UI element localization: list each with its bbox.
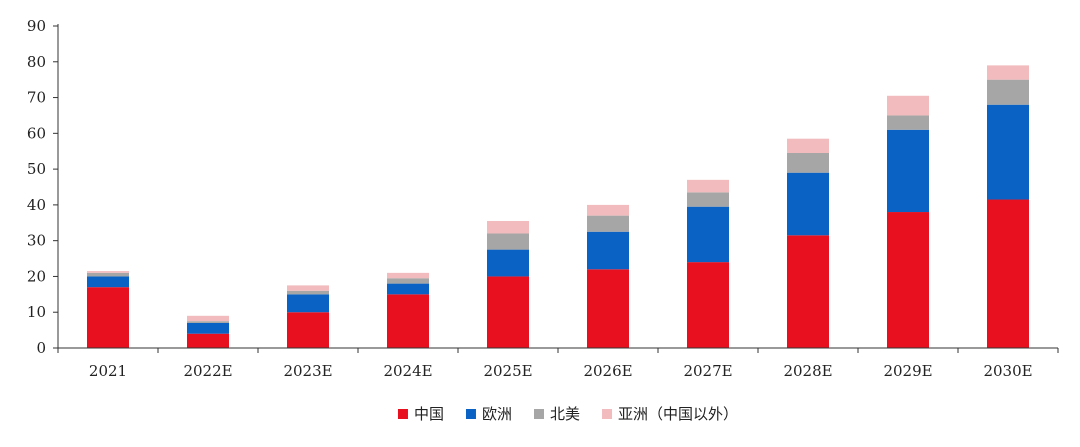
bar-segment-2029E-series-3 [887, 95, 929, 116]
x-tick-label-2021: 2021 [89, 362, 127, 380]
bar-segment-2026E-series-1 [587, 231, 629, 270]
bar-segment-2029E-series-2 [887, 115, 929, 130]
bar-segment-2024E-series-3 [387, 272, 429, 279]
legend-item-0: 中国 [397, 405, 444, 423]
axes-layer: 0 10 20 30 40 50 60 70 80 90 2021 2022E 2023E 2024E 20… [27, 17, 1059, 380]
bar-segment-2024E-series-1 [387, 283, 429, 295]
x-tick-label-2030E: 2030E [983, 362, 1032, 380]
bar-segment-2022E-series-1 [187, 322, 229, 334]
bar-segment-2027E-series-0 [687, 262, 729, 348]
x-tick-label-2029E: 2029E [883, 362, 932, 380]
bar-segment-2022E-series-3 [187, 315, 229, 322]
bar-segment-2026E-series-3 [587, 204, 629, 216]
bar-segment-2023E-series-3 [287, 285, 329, 291]
bar-segment-2027E-series-1 [687, 206, 729, 263]
bar-segment-2021-series-1 [87, 276, 129, 288]
bar-segment-2024E-series-2 [387, 278, 429, 284]
bar-segment-2023E-series-0 [287, 312, 329, 348]
legend-label-3: 亚洲（中国以外） [618, 405, 738, 423]
bar-segment-2028E-series-3 [787, 138, 829, 154]
bar-segment-2021-series-0 [87, 287, 129, 348]
bar-segment-2030E-series-1 [987, 104, 1029, 200]
legend-label-2: 北美 [550, 405, 580, 423]
bar-segment-2026E-series-2 [587, 215, 629, 232]
legend: 中国 欧洲 北美 亚洲（中国以外） [397, 405, 738, 423]
legend-swatch-3 [602, 409, 613, 419]
bar-segment-2029E-series-0 [887, 212, 929, 348]
x-tick-label-2028E: 2028E [783, 362, 832, 380]
y-tick-label-70: 70 [27, 89, 46, 107]
bar-segment-2030E-series-0 [987, 199, 1029, 348]
bar-segment-2026E-series-0 [587, 269, 629, 348]
x-tick-label-2026E: 2026E [583, 362, 632, 380]
bar-segment-2022E-series-0 [187, 333, 229, 348]
bar-segment-2025E-series-3 [487, 220, 529, 234]
bar-segment-2028E-series-1 [787, 172, 829, 236]
x-tick-label-2023E: 2023E [283, 362, 332, 380]
legend-item-1: 欧洲 [465, 405, 512, 423]
y-tick-label-30: 30 [27, 232, 46, 250]
legend-item-2: 北美 [534, 405, 580, 423]
legend-swatch-2 [534, 409, 544, 419]
bar-segment-2025E-series-0 [487, 276, 529, 348]
bar-segment-2025E-series-2 [487, 233, 529, 250]
x-tick-label-2027E: 2027E [683, 362, 732, 380]
y-tick-label-10: 10 [27, 303, 46, 321]
y-tick-label-60: 60 [27, 124, 46, 142]
bar-segment-2029E-series-1 [887, 129, 929, 213]
bar-segment-2027E-series-3 [687, 179, 729, 193]
legend-swatch-0 [397, 409, 408, 419]
y-tick-label-90: 90 [27, 17, 46, 35]
x-tick-label-2022E: 2022E [183, 362, 232, 380]
bar-segment-2021-series-2 [87, 272, 129, 277]
legend-item-3: 亚洲（中国以外） [602, 405, 738, 423]
bar-segment-2024E-series-0 [387, 294, 429, 348]
bar-segment-2027E-series-2 [687, 192, 729, 207]
bar-segment-2030E-series-3 [987, 65, 1029, 80]
bar-segment-2025E-series-1 [487, 249, 529, 277]
y-tick-label-40: 40 [27, 196, 46, 214]
y-tick-label-20: 20 [27, 267, 46, 285]
bar-segment-2023E-series-2 [287, 290, 329, 295]
bar-segment-2028E-series-2 [787, 153, 829, 173]
legend-label-0: 中国 [414, 405, 444, 423]
y-tick-label-80: 80 [27, 53, 46, 71]
y-tick-label-0: 0 [36, 339, 46, 357]
legend-label-1: 欧洲 [482, 405, 512, 423]
x-tick-label-2024E: 2024E [383, 362, 432, 380]
legend-swatch-1 [465, 409, 476, 419]
bar-segment-2023E-series-1 [287, 294, 329, 313]
bar-segment-2028E-series-0 [787, 235, 829, 348]
bar-segment-2030E-series-2 [987, 79, 1029, 105]
x-tick-label-2025E: 2025E [483, 362, 532, 380]
y-tick-label-50: 50 [27, 160, 46, 178]
bars-layer [87, 65, 1029, 348]
bar-segment-2021-series-3 [87, 271, 129, 273]
bar-segment-2022E-series-2 [187, 321, 229, 323]
